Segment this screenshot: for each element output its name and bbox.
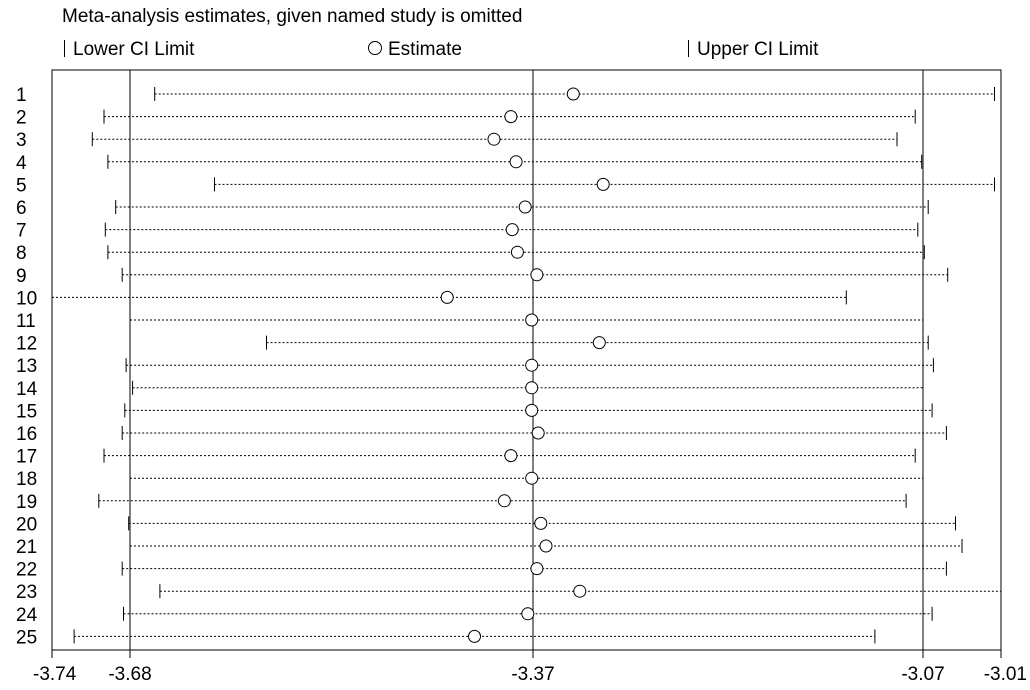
estimate-point — [505, 223, 519, 237]
x-tick-label: -3.07 — [901, 664, 944, 685]
study-label: 18 — [16, 469, 37, 490]
study-label: 11 — [16, 311, 36, 332]
study-label: 17 — [16, 447, 37, 468]
study-row-4 — [107, 154, 923, 169]
study-label: 25 — [16, 627, 37, 648]
legend-lower-label: Lower CI Limit — [73, 39, 195, 60]
x-tick-label: -3.37 — [511, 664, 554, 685]
reference-lines — [129, 70, 924, 650]
estimate-point — [509, 155, 523, 169]
estimate-point — [525, 313, 539, 327]
estimate-point — [497, 494, 511, 508]
legend-estimate-label: Estimate — [388, 39, 462, 60]
plot-frame — [51, 69, 1002, 651]
estimate-point — [530, 268, 544, 282]
estimate-point — [504, 449, 518, 463]
estimate-point — [592, 336, 606, 350]
study-row-2 — [103, 109, 916, 124]
study-row-6 — [115, 200, 929, 214]
study-label: 16 — [16, 424, 37, 445]
study-label: 14 — [16, 379, 38, 400]
estimate-circle-icon — [368, 41, 382, 55]
study-label: 2 — [16, 108, 27, 129]
study-label: 13 — [16, 356, 37, 377]
study-row-12 — [266, 335, 929, 350]
estimate-point — [525, 471, 539, 485]
study-row-22 — [121, 561, 947, 576]
study-label: 1 — [16, 85, 27, 106]
study-row-25 — [73, 629, 876, 644]
study-row-18 — [129, 471, 924, 486]
study-label: 15 — [16, 401, 37, 422]
study-labels: 1234567891011121314151617181920212223242… — [16, 85, 38, 648]
legend-upper: Upper CI Limit — [686, 39, 818, 61]
x-tick-label: -3.68 — [108, 664, 151, 685]
study-row-23 — [159, 584, 1002, 599]
study-row-8 — [107, 245, 925, 260]
study-row-10 — [51, 290, 847, 305]
study-row-11 — [129, 313, 924, 327]
estimate-point — [525, 358, 539, 372]
estimate-point — [531, 426, 545, 440]
study-row-7 — [104, 222, 919, 237]
study-row-21 — [129, 539, 963, 553]
study-row-9 — [121, 267, 949, 282]
study-row-13 — [125, 358, 934, 373]
study-label: 24 — [16, 605, 38, 626]
study-label: 19 — [16, 492, 37, 513]
study-row-15 — [124, 403, 933, 418]
upper-ci-tick-icon — [688, 40, 689, 57]
chart-title: Meta-analysis estimates, given named stu… — [62, 6, 523, 27]
study-label: 4 — [16, 153, 27, 174]
study-label: 7 — [16, 221, 27, 242]
study-label: 9 — [16, 266, 27, 287]
estimate-point — [525, 381, 539, 395]
legend-estimate: Estimate — [368, 39, 462, 61]
estimate-point — [510, 245, 524, 259]
legend-lower: Lower CI Limit — [62, 39, 194, 61]
x-tick-label: -3.01 — [984, 664, 1027, 685]
estimate-point — [504, 110, 518, 124]
study-row-19 — [98, 493, 907, 508]
estimate-point — [573, 584, 587, 598]
study-row-20 — [128, 516, 956, 531]
estimate-point — [468, 629, 481, 643]
study-label: 3 — [16, 130, 27, 151]
estimate-point — [440, 290, 454, 304]
study-row-3 — [91, 132, 898, 147]
study-row-5 — [214, 177, 995, 192]
estimate-point — [596, 177, 610, 191]
x-axis: -3.74 -3.68 -3.37 -3.07 -3.01 — [33, 650, 1027, 685]
estimate-point — [566, 87, 580, 101]
study-label: 10 — [16, 288, 37, 309]
study-row-24 — [123, 606, 933, 621]
study-row-14 — [132, 380, 924, 395]
study-rows — [51, 87, 1002, 644]
study-label: 6 — [16, 198, 27, 219]
estimate-point — [525, 403, 539, 417]
estimate-point — [539, 539, 553, 553]
estimate-point — [521, 607, 535, 621]
study-label: 22 — [16, 560, 37, 581]
study-label: 5 — [16, 175, 27, 196]
study-row-1 — [154, 87, 995, 101]
x-tick-label: -3.74 — [33, 664, 77, 685]
study-label: 23 — [16, 582, 37, 603]
study-label: 8 — [16, 243, 27, 264]
legend-upper-label: Upper CI Limit — [697, 39, 819, 60]
study-row-17 — [103, 448, 916, 463]
lower-ci-tick-icon — [64, 40, 65, 57]
estimate-point — [487, 132, 501, 146]
study-label: 21 — [16, 537, 37, 558]
study-label: 12 — [16, 334, 37, 355]
study-row-16 — [121, 426, 947, 440]
estimate-point — [518, 200, 532, 214]
estimate-point — [534, 516, 548, 530]
study-label: 20 — [16, 514, 37, 535]
estimate-point — [530, 562, 544, 576]
